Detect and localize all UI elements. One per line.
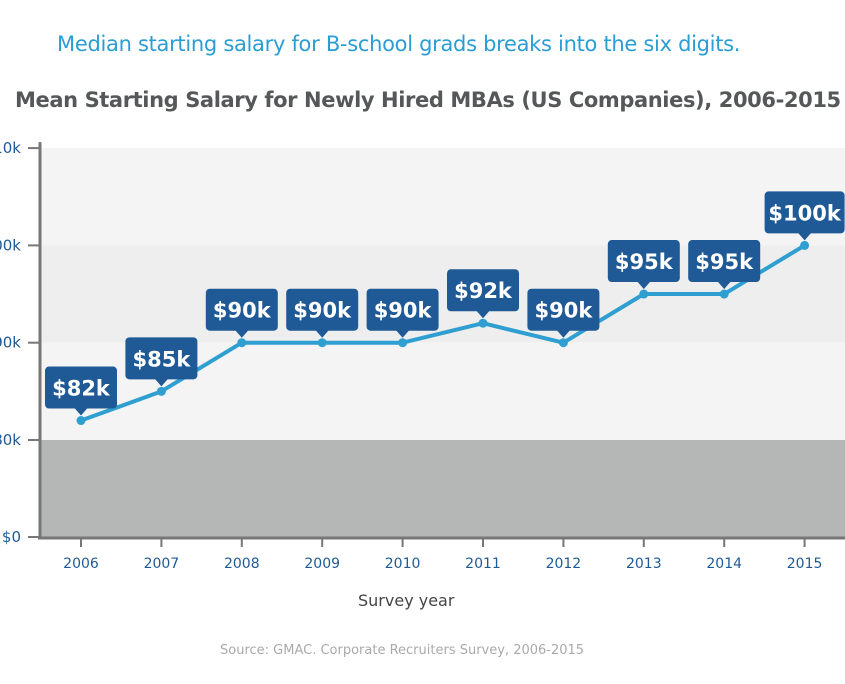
data-label-box bbox=[205, 288, 278, 331]
data-label-pointer bbox=[154, 378, 169, 387]
data-label: $92k bbox=[454, 279, 513, 303]
data-point bbox=[800, 240, 810, 250]
data-point bbox=[639, 289, 649, 299]
data-label-pointer bbox=[717, 281, 732, 290]
chart-subtitle: Median starting salary for B-school grad… bbox=[57, 32, 741, 56]
data-label: $95k bbox=[615, 250, 674, 274]
data-label-box bbox=[45, 366, 117, 409]
data-label-box bbox=[366, 288, 439, 331]
data-label: $85k bbox=[132, 347, 191, 371]
data-label-pointer bbox=[234, 329, 249, 338]
x-tick-label: 2015 bbox=[787, 556, 823, 572]
data-label: $82k bbox=[52, 377, 111, 401]
data-label-pointer bbox=[556, 329, 571, 338]
x-tick-label: 2010 bbox=[385, 556, 421, 572]
data-point bbox=[156, 386, 166, 396]
data-label-pointer bbox=[74, 407, 88, 416]
data-point bbox=[719, 289, 729, 299]
data-label-pointer bbox=[315, 329, 330, 338]
x-tick-label: 2011 bbox=[465, 556, 501, 572]
data-point bbox=[558, 338, 568, 348]
y-tick-label: $110k bbox=[0, 139, 21, 157]
data-label-pointer bbox=[395, 329, 410, 338]
x-tick-label: 2009 bbox=[304, 556, 340, 572]
data-label: $90k bbox=[534, 299, 593, 323]
data-label: $95k bbox=[695, 250, 754, 274]
data-label-pointer bbox=[476, 310, 490, 319]
data-point bbox=[76, 416, 86, 426]
x-tick-label: 2012 bbox=[546, 556, 582, 572]
data-label-box bbox=[527, 288, 600, 331]
y-tick-label: $0 bbox=[2, 528, 21, 546]
data-point bbox=[398, 338, 408, 348]
data-label-pointer bbox=[797, 232, 812, 241]
y-tick-label: $80k bbox=[0, 431, 21, 449]
series-line bbox=[80, 243, 806, 423]
data-label-box bbox=[688, 240, 761, 283]
data-label: $90k bbox=[213, 299, 272, 323]
x-tick-label: 2007 bbox=[144, 556, 180, 572]
data-label-box bbox=[607, 240, 680, 283]
data-point bbox=[317, 338, 327, 348]
data-point bbox=[237, 338, 247, 348]
chart-title: Mean Starting Salary for Newly Hired MBA… bbox=[15, 88, 841, 112]
data-label-box bbox=[286, 288, 359, 331]
data-point bbox=[478, 318, 488, 328]
band-0-80 bbox=[40, 440, 845, 537]
x-tick-label: 2006 bbox=[63, 556, 99, 572]
x-tick-label: 2014 bbox=[706, 556, 742, 572]
y-tick-label: $100k bbox=[0, 236, 21, 254]
x-axis-label: Survey year bbox=[358, 591, 455, 610]
data-label-box bbox=[447, 269, 519, 312]
data-label-pointer bbox=[636, 281, 651, 290]
data-label: $100k bbox=[768, 201, 841, 225]
source-note: Source: GMAC. Corporate Recruiters Surve… bbox=[220, 643, 585, 658]
data-label: $90k bbox=[293, 299, 352, 323]
y-tick-label: $90k bbox=[0, 334, 21, 352]
data-label: $90k bbox=[374, 299, 433, 323]
x-tick-label: 2013 bbox=[626, 556, 662, 572]
x-tick-label: 2008 bbox=[224, 556, 260, 572]
band-100-110 bbox=[40, 148, 845, 246]
data-label-box bbox=[764, 191, 845, 234]
data-label-box bbox=[125, 337, 198, 380]
